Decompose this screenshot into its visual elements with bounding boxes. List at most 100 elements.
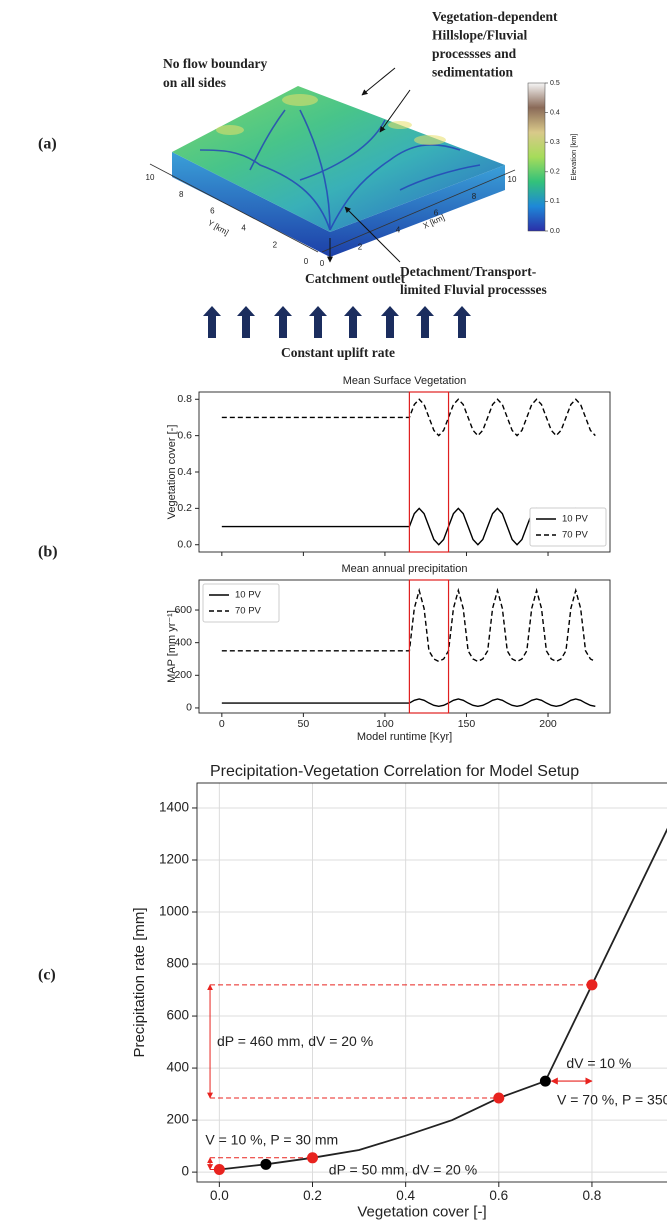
- annotation: Vegetation-dependent: [432, 9, 558, 24]
- y-tick-label: 1000: [159, 904, 189, 919]
- y-tick-label: 0.4: [177, 466, 192, 478]
- data-point: [260, 1158, 272, 1170]
- y-tick-label: 0: [186, 702, 192, 714]
- chart-title: Mean Surface Vegetation: [343, 375, 467, 387]
- data-line: [221, 587, 596, 663]
- y-tick-label: 0.8: [177, 393, 192, 405]
- annotation: Constant uplift rate: [281, 345, 395, 360]
- axis-tick-label: 4: [396, 226, 401, 235]
- x-tick-label: 200: [539, 718, 557, 730]
- x-tick-label: 0: [219, 718, 225, 730]
- chart: Mean Surface Vegetation 0.0 0.2 0.4 0.6 0.8 Ve…: [166, 375, 611, 556]
- axis-tick-label: 2: [273, 240, 278, 249]
- legend-label: 70 PV: [562, 530, 589, 541]
- x-tick-label: 0.2: [303, 1188, 322, 1203]
- annotation: dV = 10 %: [566, 1055, 631, 1071]
- colorbar-label: Elevation [km]: [569, 133, 578, 180]
- data-line: [221, 398, 596, 437]
- y-tick-label: 0.2: [177, 502, 192, 514]
- annotation: dP = 50 mm, dV = 20 %: [329, 1162, 477, 1178]
- y-tick-label: 400: [174, 636, 192, 648]
- axis-tick-label: 8: [472, 192, 477, 201]
- x-tick-label: 0.8: [583, 1188, 602, 1203]
- axis-tick-label: 8: [179, 190, 184, 199]
- highlight-box: [408, 391, 450, 553]
- colorbar-tick-label: 0.1: [550, 198, 560, 205]
- colorbar: [527, 82, 546, 232]
- data-point: [586, 979, 598, 991]
- data-point: [493, 1092, 505, 1104]
- y-tick-label: 200: [166, 1112, 189, 1127]
- chart-title: Precipitation-Vegetation Correlation for…: [210, 763, 579, 780]
- y-tick-label: 600: [166, 1008, 189, 1023]
- x-tick-label: 50: [298, 718, 310, 730]
- annotation: V = 70 %, P = 350 mm: [557, 1091, 667, 1107]
- y-tick-label: 1400: [159, 800, 189, 815]
- y-tick-label: 1200: [159, 852, 189, 867]
- colorbar-tick-label: 0.0: [550, 228, 560, 235]
- terrain: [149, 67, 516, 263]
- annotation: processses and: [432, 46, 517, 61]
- axis-tick-label: 4: [241, 224, 246, 233]
- colorbar-tick-label: 0.3: [550, 139, 560, 146]
- legend: [202, 583, 280, 623]
- x-tick-label: 150: [458, 718, 476, 730]
- axis-tick-label: 2: [358, 242, 363, 251]
- data-point: [539, 1075, 551, 1087]
- annotation: V = 10 %, P = 30 mm: [205, 1132, 338, 1148]
- y-tick-label: 400: [166, 1060, 189, 1075]
- chart: Mean annual precipitation 0 200 400 600 0 50 10…: [166, 563, 611, 743]
- y-axis-label: MAP [mm yr⁻¹]: [166, 610, 178, 683]
- chart-title: Mean annual precipitation: [342, 563, 468, 575]
- uplift-arrows: [203, 306, 471, 338]
- legend: [529, 507, 607, 547]
- y-tick-label: 0.6: [177, 429, 192, 441]
- annotation: on all sides: [163, 75, 226, 90]
- data-point: [307, 1152, 319, 1164]
- panel-label: (c): [38, 967, 56, 984]
- highlight-box: [408, 579, 450, 714]
- annotation: No flow boundary: [163, 56, 268, 71]
- legend-label: 70 PV: [235, 606, 262, 617]
- y-tick-label: 800: [166, 956, 189, 971]
- data-line: [221, 698, 596, 708]
- data-point: [213, 1164, 225, 1176]
- x-axis-label: Model runtime [Kyr]: [357, 731, 452, 743]
- legend-label: 10 PV: [562, 514, 589, 525]
- axis-label: Y [km]: [206, 218, 230, 237]
- colorbar-tick-label: 0.5: [550, 80, 560, 87]
- x-tick-label: 0.0: [210, 1188, 229, 1203]
- y-axis-label: Precipitation rate [mm]: [131, 907, 148, 1057]
- x-tick-label: 0.6: [489, 1188, 508, 1203]
- axis-tick-label: 6: [210, 207, 215, 216]
- colorbar-tick-label: 0.2: [550, 169, 560, 176]
- panel-label: (b): [38, 544, 58, 561]
- legend-label: 10 PV: [235, 590, 262, 601]
- axis-tick-label: 10: [508, 175, 517, 184]
- colorbar-tick-label: 0.4: [550, 109, 560, 116]
- annotation: Detachment/Transport-: [400, 264, 536, 279]
- annotation: limited Fluvial processses: [400, 282, 547, 297]
- axis-tick-label: 0: [304, 257, 309, 266]
- y-tick-label: 0: [181, 1164, 189, 1179]
- plot-frame: [198, 579, 611, 714]
- annotation: Hillslope/Fluvial: [432, 28, 528, 43]
- x-tick-label: 100: [376, 718, 394, 730]
- x-axis-label: Vegetation cover [-]: [357, 1204, 486, 1221]
- plot-frame: [196, 782, 667, 1183]
- annotation: Catchment outlet: [305, 271, 406, 286]
- y-tick-label: 600: [174, 604, 192, 616]
- y-axis-label: Vegetation cover [-]: [166, 425, 178, 520]
- panel-label: (a): [38, 136, 57, 153]
- data-line: [219, 827, 667, 1171]
- annotation: sedimentation: [432, 65, 513, 80]
- axis-tick-label: 10: [146, 173, 155, 182]
- axis-tick-label: 6: [434, 209, 439, 218]
- y-tick-label: 200: [174, 669, 192, 681]
- annotation: dP = 460 mm, dV = 20 %: [217, 1033, 373, 1049]
- chart: Precipitation-Vegetation Correlation for…: [131, 763, 667, 1221]
- axis-tick-label: 0: [320, 259, 325, 268]
- y-tick-label: 0.0: [177, 539, 192, 551]
